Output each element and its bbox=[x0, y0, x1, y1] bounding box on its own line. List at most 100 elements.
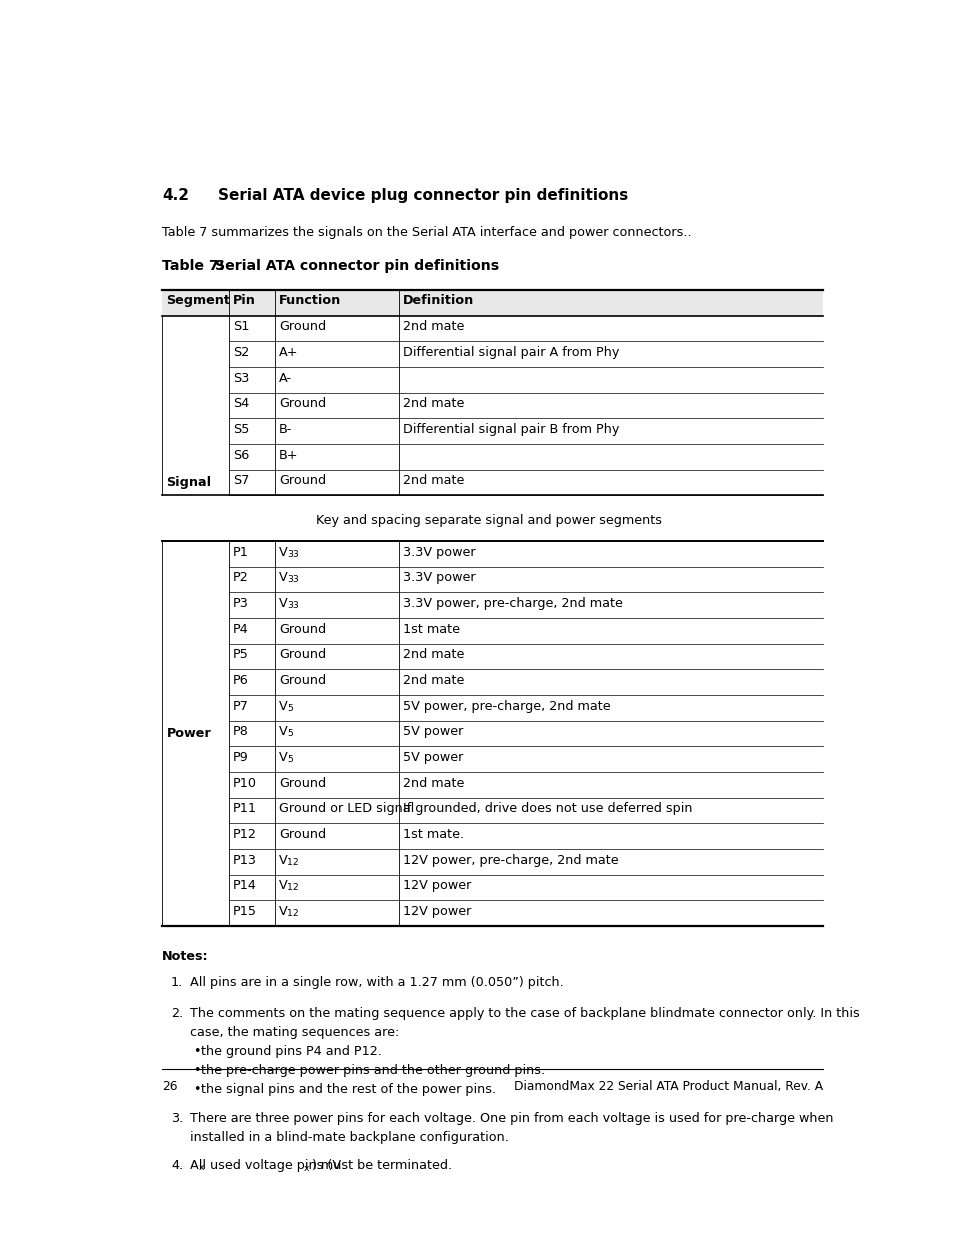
Text: V: V bbox=[278, 597, 288, 610]
Text: B+: B+ bbox=[278, 448, 298, 462]
Text: the ground pins P4 and P12.: the ground pins P4 and P12. bbox=[201, 1045, 382, 1058]
Text: V: V bbox=[278, 700, 288, 713]
Text: 12: 12 bbox=[287, 883, 298, 892]
Text: Differential signal pair B from Phy: Differential signal pair B from Phy bbox=[403, 424, 618, 436]
Text: P7: P7 bbox=[233, 700, 249, 713]
Text: 5: 5 bbox=[287, 755, 293, 764]
Text: P9: P9 bbox=[233, 751, 249, 764]
Text: the signal pins and the rest of the power pins.: the signal pins and the rest of the powe… bbox=[201, 1083, 496, 1095]
Text: P11: P11 bbox=[233, 803, 257, 815]
Text: S3: S3 bbox=[233, 372, 250, 384]
Text: All used voltage pins (V: All used voltage pins (V bbox=[190, 1160, 341, 1172]
Text: Definition: Definition bbox=[403, 294, 474, 306]
Text: the pre-charge power pins and the other ground pins.: the pre-charge power pins and the other … bbox=[201, 1065, 545, 1077]
Text: 4.2: 4.2 bbox=[162, 188, 189, 203]
Text: Differential signal pair A from Phy: Differential signal pair A from Phy bbox=[403, 346, 618, 359]
Text: Serial ATA connector pin definitions: Serial ATA connector pin definitions bbox=[215, 259, 499, 273]
Text: Ground: Ground bbox=[278, 320, 326, 333]
Text: There are three power pins for each voltage. One pin from each voltage is used f: There are three power pins for each volt… bbox=[190, 1112, 833, 1125]
Text: 3.: 3. bbox=[171, 1112, 183, 1125]
Text: P2: P2 bbox=[233, 572, 249, 584]
Text: Ground: Ground bbox=[278, 648, 326, 662]
Text: V: V bbox=[278, 853, 288, 867]
Text: P3: P3 bbox=[233, 597, 249, 610]
Text: Notes:: Notes: bbox=[162, 950, 209, 963]
Text: S7: S7 bbox=[233, 474, 250, 488]
Text: S2: S2 bbox=[233, 346, 249, 359]
Text: 12: 12 bbox=[287, 857, 298, 867]
Text: Ground: Ground bbox=[278, 398, 326, 410]
Text: Ground: Ground bbox=[278, 474, 326, 488]
Text: 1.: 1. bbox=[171, 977, 183, 989]
Text: Key and spacing separate signal and power segments: Key and spacing separate signal and powe… bbox=[315, 514, 661, 527]
Text: P10: P10 bbox=[233, 777, 257, 789]
Text: Ground: Ground bbox=[278, 777, 326, 789]
Text: Table 7 summarizes the signals on the Serial ATA interface and power connectors.: Table 7 summarizes the signals on the Se… bbox=[162, 226, 691, 240]
Text: 12V power, pre-charge, 2nd mate: 12V power, pre-charge, 2nd mate bbox=[403, 853, 618, 867]
Text: 2nd mate: 2nd mate bbox=[403, 674, 464, 687]
Text: P5: P5 bbox=[233, 648, 249, 662]
Text: ) must be terminated.: ) must be terminated. bbox=[312, 1160, 452, 1172]
Text: 5V power: 5V power bbox=[403, 725, 463, 739]
Text: P14: P14 bbox=[233, 879, 256, 893]
Text: 5: 5 bbox=[287, 729, 293, 739]
Text: P6: P6 bbox=[233, 674, 249, 687]
Text: •: • bbox=[193, 1083, 200, 1095]
Bar bbox=[162, 290, 822, 316]
Text: 5V power, pre-charge, 2nd mate: 5V power, pre-charge, 2nd mate bbox=[403, 700, 610, 713]
Text: V: V bbox=[278, 905, 288, 918]
Text: 12V power: 12V power bbox=[403, 905, 471, 918]
Text: DiamondMax 22 Serial ATA Product Manual, Rev. A: DiamondMax 22 Serial ATA Product Manual,… bbox=[514, 1081, 822, 1093]
Text: 3.3V power: 3.3V power bbox=[403, 572, 476, 584]
Text: V: V bbox=[278, 572, 288, 584]
Text: x: x bbox=[199, 1163, 204, 1172]
Text: V: V bbox=[278, 879, 288, 893]
Text: Serial ATA device plug connector pin definitions: Serial ATA device plug connector pin def… bbox=[217, 188, 627, 203]
Text: A-: A- bbox=[278, 372, 292, 384]
Text: 1st mate: 1st mate bbox=[403, 622, 459, 636]
Text: 5: 5 bbox=[287, 704, 293, 713]
Text: Table 7:: Table 7: bbox=[162, 259, 224, 273]
Text: P15: P15 bbox=[233, 905, 257, 918]
Text: 4.: 4. bbox=[171, 1160, 183, 1172]
Text: V: V bbox=[278, 546, 288, 558]
Text: All pins are in a single row, with a 1.27 mm (0.050”) pitch.: All pins are in a single row, with a 1.2… bbox=[190, 977, 563, 989]
Text: S6: S6 bbox=[233, 448, 249, 462]
Text: x: x bbox=[303, 1163, 309, 1173]
Text: •: • bbox=[193, 1045, 200, 1058]
Text: 12V power: 12V power bbox=[403, 879, 471, 893]
Text: 33: 33 bbox=[287, 601, 298, 610]
Text: 2nd mate: 2nd mate bbox=[403, 398, 464, 410]
Text: Power: Power bbox=[167, 727, 212, 740]
Text: •: • bbox=[193, 1065, 200, 1077]
Text: 12: 12 bbox=[287, 909, 298, 918]
Text: 5V power: 5V power bbox=[403, 751, 463, 764]
Text: Ground: Ground bbox=[278, 622, 326, 636]
Text: 33: 33 bbox=[287, 576, 298, 584]
Text: 1st mate.: 1st mate. bbox=[403, 829, 464, 841]
Text: The comments on the mating sequence apply to the case of backplane blindmate con: The comments on the mating sequence appl… bbox=[190, 1007, 859, 1020]
Text: V: V bbox=[278, 725, 288, 739]
Text: Ground: Ground bbox=[278, 674, 326, 687]
Text: Ground or LED signal: Ground or LED signal bbox=[278, 803, 414, 815]
Text: P12: P12 bbox=[233, 829, 256, 841]
Text: P8: P8 bbox=[233, 725, 249, 739]
Text: P4: P4 bbox=[233, 622, 249, 636]
Text: Segment: Segment bbox=[167, 294, 231, 306]
Text: If grounded, drive does not use deferred spin: If grounded, drive does not use deferred… bbox=[403, 803, 692, 815]
Text: Pin: Pin bbox=[233, 294, 255, 306]
Text: 3.3V power, pre-charge, 2nd mate: 3.3V power, pre-charge, 2nd mate bbox=[403, 597, 622, 610]
Text: case, the mating sequences are:: case, the mating sequences are: bbox=[190, 1026, 399, 1039]
Text: 3.3V power: 3.3V power bbox=[403, 546, 476, 558]
Text: S5: S5 bbox=[233, 424, 250, 436]
Text: Function: Function bbox=[278, 294, 341, 306]
Text: 2nd mate: 2nd mate bbox=[403, 320, 464, 333]
Text: 26: 26 bbox=[162, 1081, 177, 1093]
Text: V: V bbox=[278, 751, 288, 764]
Text: 2.: 2. bbox=[171, 1007, 183, 1020]
Text: installed in a blind-mate backplane configuration.: installed in a blind-mate backplane conf… bbox=[190, 1130, 509, 1144]
Text: 2nd mate: 2nd mate bbox=[403, 474, 464, 488]
Text: Signal: Signal bbox=[167, 475, 212, 489]
Text: S1: S1 bbox=[233, 320, 250, 333]
Text: S4: S4 bbox=[233, 398, 249, 410]
